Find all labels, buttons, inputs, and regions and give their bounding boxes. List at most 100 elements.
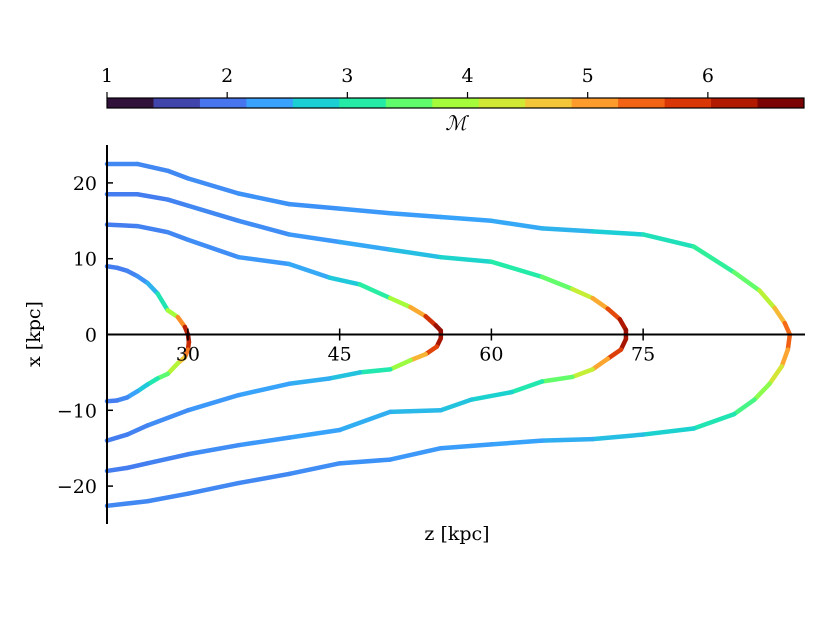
contour-segment (489, 259, 545, 280)
contour-segment (104, 398, 120, 404)
colorbar-tick-label: 3 (341, 65, 353, 87)
contour-segment (387, 210, 444, 220)
contour-segment (286, 201, 342, 211)
contour-segment (135, 192, 170, 202)
contour-segment (236, 471, 292, 486)
contour-segment (236, 191, 292, 207)
colorbar-segment (757, 98, 805, 108)
contour-segment (438, 214, 494, 224)
contour-segment (124, 423, 150, 437)
contour-segment (489, 218, 545, 231)
contour-segment (337, 206, 393, 216)
contour-segment (135, 161, 170, 174)
contour-segment (357, 367, 393, 375)
contour-segment (286, 232, 342, 245)
colorbar-segment (339, 98, 387, 108)
colorbar-segment (107, 98, 154, 108)
contour-segment (124, 461, 150, 471)
contour-segment (236, 254, 292, 267)
y-tick-label: 10 (73, 249, 97, 271)
contour-segment (438, 397, 474, 413)
contour-segment (691, 244, 737, 275)
colorbar-frame (106, 97, 805, 109)
contour-segment (165, 361, 181, 377)
contour-segment (785, 332, 793, 352)
contour-segment (539, 436, 595, 443)
contour-segment (438, 254, 494, 264)
contour-segment (539, 226, 595, 234)
x-axis-label: z [kpc] (424, 523, 489, 545)
y-tick-label: 20 (73, 173, 97, 195)
contour-segment (731, 397, 757, 417)
contour-segment (327, 370, 363, 381)
colorbar-segment (664, 98, 712, 108)
colorbar-tick-label: 6 (702, 65, 714, 87)
shock-front-contour (104, 192, 629, 474)
contour-segment (772, 305, 788, 326)
contour-segment (145, 280, 160, 296)
contour-segment (104, 432, 130, 443)
contour-segment (236, 435, 292, 448)
contour-segment (104, 499, 150, 509)
shock-front-contour (104, 161, 793, 509)
contour-segment (605, 347, 624, 362)
contour-segment (185, 480, 241, 496)
colorbar-segment (292, 98, 340, 108)
contour-segment (468, 389, 514, 402)
contour-segment (155, 291, 170, 313)
contour-segment (489, 438, 545, 447)
contour-segment (387, 358, 413, 372)
y-tick-label: 0 (85, 325, 97, 347)
contour-segment (104, 465, 130, 474)
contour-segment (337, 239, 393, 252)
colorbar-label: ℳ (445, 111, 469, 135)
contour-segment (165, 229, 191, 242)
colorbar-tick-label: 5 (582, 65, 594, 87)
y-ticks: 20 10 0 −10 −20 (57, 173, 113, 498)
contour-segment (539, 274, 575, 292)
contour-segment (337, 457, 393, 466)
contour-segment (327, 275, 363, 287)
contour-segment (590, 229, 646, 237)
contour-segment (570, 367, 595, 380)
contour-segment (757, 288, 777, 311)
colorbar-segment (478, 98, 526, 108)
contour-segment (185, 237, 241, 260)
contour-segment (767, 364, 784, 387)
colorbar-segment (618, 98, 666, 108)
colorbar-segment (525, 98, 573, 108)
x-tick-label: 60 (479, 344, 503, 366)
plot-area: 30 45 60 75 20 10 0 −10 −20 (57, 145, 805, 524)
contour-segment (357, 282, 393, 301)
contour-segment (185, 392, 241, 413)
contour-segment (165, 197, 191, 208)
contour-segment (286, 261, 332, 280)
contour-segment (145, 452, 191, 466)
colorbar (107, 98, 805, 108)
colorbar-tick-label: 1 (101, 65, 113, 87)
contour-segment (408, 304, 428, 319)
contour-segment (337, 409, 393, 433)
contour-segment (570, 286, 595, 301)
contour-segment (640, 232, 696, 249)
colorbar-segment (571, 98, 619, 108)
colorbar-segment (199, 98, 247, 108)
contour-segment (145, 408, 191, 428)
series-layer (104, 161, 793, 509)
contour-segment (731, 270, 762, 293)
contour-segment (286, 376, 332, 387)
contour-segment (286, 461, 342, 477)
contour-segment (779, 347, 791, 369)
shock-front-contour (104, 222, 444, 443)
contour-segment (423, 314, 439, 328)
colorbar-segment (385, 98, 433, 108)
contour-segment (165, 168, 191, 181)
contour-segment (539, 374, 575, 384)
contour-segment (185, 442, 241, 457)
contour-segment (387, 295, 413, 310)
contour-segment (438, 442, 494, 451)
colorbar-tick-label: 2 (221, 65, 233, 87)
x-tick-label: 45 (328, 344, 352, 366)
contour-segment (387, 247, 444, 260)
shock-front-contour (104, 264, 192, 404)
